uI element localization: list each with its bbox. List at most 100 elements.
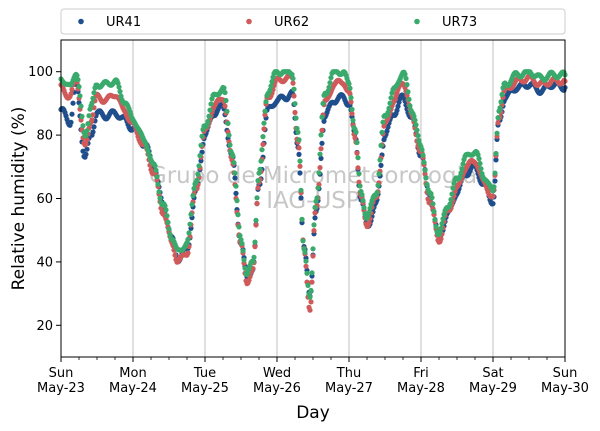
data-point — [251, 254, 257, 260]
data-point — [70, 100, 76, 106]
data-point — [326, 84, 332, 90]
y-tick-label: 100 — [28, 65, 53, 80]
data-point — [311, 228, 317, 234]
data-point — [261, 126, 267, 132]
data-point — [91, 90, 97, 96]
legend-label-UR62: UR62 — [274, 15, 309, 30]
data-point — [448, 197, 454, 203]
data-point — [84, 128, 90, 134]
data-point — [450, 185, 456, 191]
data-point — [80, 123, 86, 129]
data-point — [116, 84, 122, 90]
data-point — [237, 233, 243, 239]
data-point — [299, 216, 305, 222]
data-point — [495, 115, 501, 121]
data-point — [157, 195, 163, 201]
data-point — [207, 107, 213, 113]
data-point — [312, 210, 318, 216]
data-point — [227, 142, 233, 148]
data-point — [495, 120, 501, 126]
data-point — [259, 147, 265, 153]
data-point — [117, 88, 123, 95]
data-point — [304, 270, 310, 276]
x-tick-label-day: Sun — [49, 366, 74, 381]
series-UR73 — [58, 69, 568, 300]
data-point — [491, 184, 497, 190]
data-point — [429, 195, 435, 201]
data-point — [291, 93, 297, 99]
data-point — [231, 160, 237, 166]
data-point — [197, 153, 203, 159]
data-point — [298, 187, 304, 193]
data-point — [69, 111, 75, 117]
data-point — [432, 216, 438, 223]
data-point — [386, 105, 392, 111]
data-point — [296, 145, 302, 151]
data-point — [353, 129, 359, 135]
data-point — [431, 208, 437, 215]
data-point — [241, 257, 247, 263]
data-point — [312, 204, 318, 211]
data-point — [253, 222, 259, 228]
data-point — [90, 112, 96, 118]
data-point — [309, 279, 315, 285]
data-point — [376, 171, 382, 177]
y-tick-label: 20 — [36, 319, 53, 334]
data-point — [360, 198, 366, 204]
data-point — [199, 133, 205, 139]
data-point — [298, 195, 304, 201]
legend-box — [60, 8, 566, 35]
data-point — [385, 109, 391, 116]
data-point — [198, 142, 204, 148]
data-point — [315, 185, 321, 191]
data-point — [185, 236, 191, 242]
data-point — [346, 81, 352, 87]
data-point — [354, 139, 360, 146]
data-point — [377, 157, 383, 163]
x-tick-label-date: May-25 — [181, 381, 229, 396]
data-point — [422, 167, 428, 173]
data-point — [347, 85, 353, 91]
data-point — [319, 127, 325, 133]
data-point — [268, 83, 274, 89]
data-point — [303, 258, 309, 264]
data-point — [239, 240, 245, 247]
data-point — [250, 259, 256, 265]
data-point — [85, 121, 91, 127]
data-point — [69, 87, 75, 93]
data-point — [319, 114, 325, 120]
data-point — [235, 212, 241, 218]
data-point — [262, 112, 268, 118]
data-point — [348, 95, 354, 101]
data-point — [242, 265, 248, 271]
data-point — [189, 201, 195, 208]
data-point — [308, 299, 314, 305]
data-point — [292, 101, 298, 107]
data-point — [355, 155, 361, 161]
x-axis-label: Day — [296, 403, 330, 423]
data-point — [78, 103, 84, 109]
data-point — [75, 77, 81, 83]
data-point — [384, 128, 390, 134]
data-point — [405, 89, 411, 95]
data-point — [490, 193, 496, 199]
data-point — [316, 170, 322, 176]
data-point — [79, 113, 85, 120]
data-point — [190, 193, 196, 199]
data-point — [83, 141, 89, 147]
data-point — [222, 89, 228, 96]
data-point — [83, 132, 89, 138]
data-point — [76, 84, 82, 90]
data-point — [303, 263, 309, 269]
data-point — [292, 109, 298, 116]
data-point — [413, 122, 419, 128]
data-point — [163, 207, 169, 213]
data-point — [387, 100, 393, 106]
data-point — [349, 106, 355, 112]
data-point — [354, 150, 360, 156]
data-point — [433, 223, 439, 230]
data-point — [307, 307, 313, 313]
data-point — [478, 166, 484, 172]
data-point — [438, 225, 444, 231]
